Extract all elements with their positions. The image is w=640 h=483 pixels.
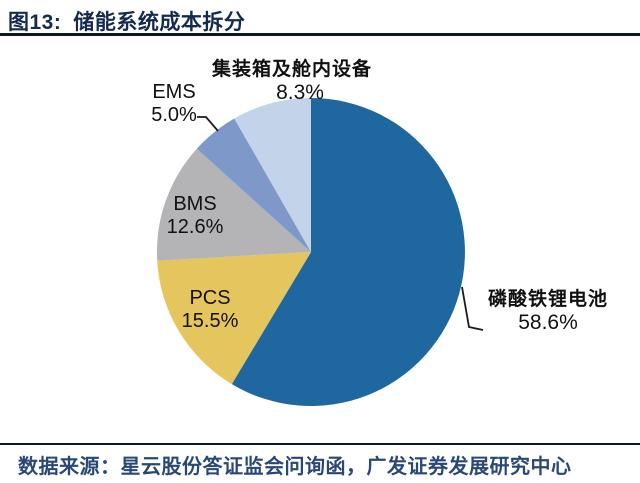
figure-title-text: 储能系统成本拆分: [73, 11, 246, 34]
pie-slices: [156, 98, 465, 406]
title-divider: [0, 33, 640, 36]
source-divider: [0, 443, 640, 445]
label-bms-pct: 12.6%: [166, 216, 224, 238]
label-pcs-pct: 15.5%: [181, 310, 239, 332]
label-pcs-name: PCS: [189, 287, 231, 309]
label-lfp-battery-pct: 58.6%: [518, 311, 578, 334]
data-source-note: 数据来源：星云股份答证监会问询函，广发证券发展研究中心: [18, 454, 572, 478]
ems-leader-line: [197, 116, 219, 132]
figure-number: 图13:: [8, 11, 62, 34]
label-lfp-battery-name: 磷酸铁锂电池: [487, 289, 608, 310]
label-ems-pct: 5.0%: [151, 104, 197, 126]
label-container-equipment: 集装箱及舱内设备 8.3%: [192, 58, 392, 104]
label-lfp-battery: 磷酸铁锂电池 58.6%: [478, 288, 618, 334]
pie-slice-bms: [156, 148, 311, 261]
label-ems: EMS 5.0%: [146, 81, 202, 127]
figure-title: 图13: 储能系统成本拆分: [8, 6, 245, 36]
label-container-equipment-pct: 8.3%: [276, 81, 324, 104]
label-bms: BMS 12.6%: [160, 193, 230, 239]
label-container-equipment-name: 集装箱及舱内设备: [211, 59, 372, 80]
label-pcs: PCS 15.5%: [175, 287, 245, 333]
pie-slice-pcs: [157, 252, 311, 385]
label-ems-name: EMS: [152, 81, 196, 103]
pie-slice-lfp-battery: [231, 98, 465, 406]
battery-leader-line: [461, 286, 484, 331]
pie-slice-container-equipment: [234, 98, 311, 252]
pie-slice-ems: [196, 118, 311, 252]
label-bms-name: BMS: [173, 193, 217, 215]
